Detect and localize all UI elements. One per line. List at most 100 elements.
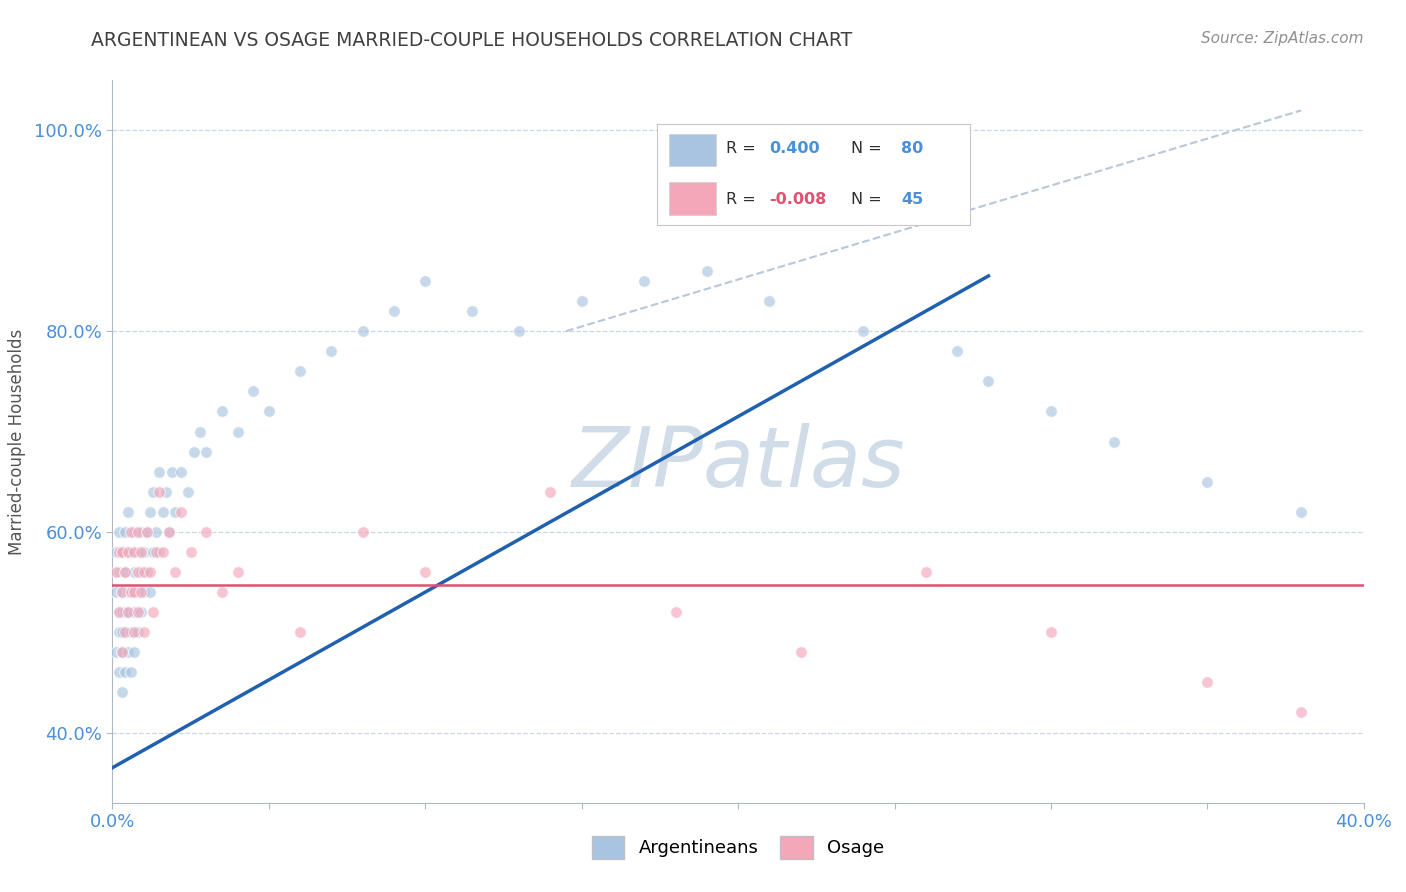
Point: [117, 585, 139, 599]
Point: [104, 565, 127, 579]
Point: [111, 625, 134, 640]
Point: [132, 565, 155, 579]
Point: [129, 545, 152, 559]
Point: [415, 565, 437, 579]
Point: [117, 645, 139, 659]
Point: [211, 404, 233, 418]
Point: [152, 505, 174, 519]
Point: [145, 524, 167, 539]
Point: [139, 585, 162, 599]
Point: [124, 565, 146, 579]
Point: [226, 565, 249, 579]
Point: [160, 465, 183, 479]
Point: [946, 344, 969, 359]
Point: [114, 565, 136, 579]
Point: [415, 274, 437, 288]
Point: [132, 585, 155, 599]
Point: [129, 524, 152, 539]
Point: [352, 324, 374, 338]
Point: [1039, 404, 1063, 418]
Point: [107, 665, 129, 680]
Point: [195, 444, 218, 458]
Point: [135, 565, 157, 579]
Point: [114, 665, 136, 680]
Point: [117, 605, 139, 619]
Point: [571, 293, 593, 308]
Y-axis label: Married-couple Households: Married-couple Households: [7, 328, 25, 555]
Point: [111, 605, 134, 619]
Point: [127, 524, 149, 539]
Point: [120, 545, 142, 559]
Point: [114, 625, 136, 640]
Point: [157, 524, 180, 539]
Point: [117, 605, 139, 619]
Point: [120, 585, 142, 599]
Point: [790, 645, 813, 659]
Point: [124, 625, 146, 640]
Point: [915, 565, 938, 579]
Point: [104, 645, 127, 659]
Point: [114, 565, 136, 579]
Point: [124, 605, 146, 619]
Point: [127, 545, 149, 559]
Point: [1039, 625, 1063, 640]
Point: [114, 524, 136, 539]
Point: [139, 505, 162, 519]
Point: [107, 545, 129, 559]
Point: [111, 545, 134, 559]
Point: [211, 585, 233, 599]
Point: [540, 484, 562, 499]
Legend: Argentineans, Osage: Argentineans, Osage: [585, 829, 891, 866]
Point: [163, 565, 186, 579]
Text: Source: ZipAtlas.com: Source: ZipAtlas.com: [1201, 31, 1364, 46]
Point: [139, 565, 162, 579]
Point: [1197, 475, 1219, 489]
Point: [111, 585, 134, 599]
Point: [132, 625, 155, 640]
Point: [142, 605, 165, 619]
Point: [104, 585, 127, 599]
Point: [183, 444, 205, 458]
Point: [508, 324, 530, 338]
Point: [977, 374, 1000, 388]
Point: [111, 645, 134, 659]
Point: [124, 524, 146, 539]
Point: [142, 545, 165, 559]
Point: [107, 565, 129, 579]
Text: ZIPatlas: ZIPatlas: [571, 423, 905, 504]
Point: [290, 364, 312, 378]
Point: [145, 545, 167, 559]
Point: [132, 545, 155, 559]
Point: [758, 293, 780, 308]
Point: [163, 505, 186, 519]
Point: [152, 545, 174, 559]
Point: [155, 484, 177, 499]
Point: [195, 524, 218, 539]
Point: [107, 605, 129, 619]
Point: [290, 625, 312, 640]
Point: [127, 625, 149, 640]
Point: [114, 605, 136, 619]
Point: [120, 585, 142, 599]
Point: [120, 625, 142, 640]
Point: [382, 304, 405, 318]
Point: [633, 274, 655, 288]
Point: [852, 324, 875, 338]
Point: [111, 645, 134, 659]
Point: [120, 665, 142, 680]
Point: [107, 625, 129, 640]
Point: [127, 585, 149, 599]
Point: [117, 545, 139, 559]
Point: [1197, 675, 1219, 690]
Point: [124, 645, 146, 659]
Point: [111, 585, 134, 599]
Point: [129, 605, 152, 619]
Point: [111, 685, 134, 699]
Point: [352, 524, 374, 539]
Point: [107, 605, 129, 619]
Point: [188, 425, 211, 439]
Point: [135, 524, 157, 539]
Point: [104, 545, 127, 559]
Point: [461, 304, 484, 318]
Point: [226, 425, 249, 439]
